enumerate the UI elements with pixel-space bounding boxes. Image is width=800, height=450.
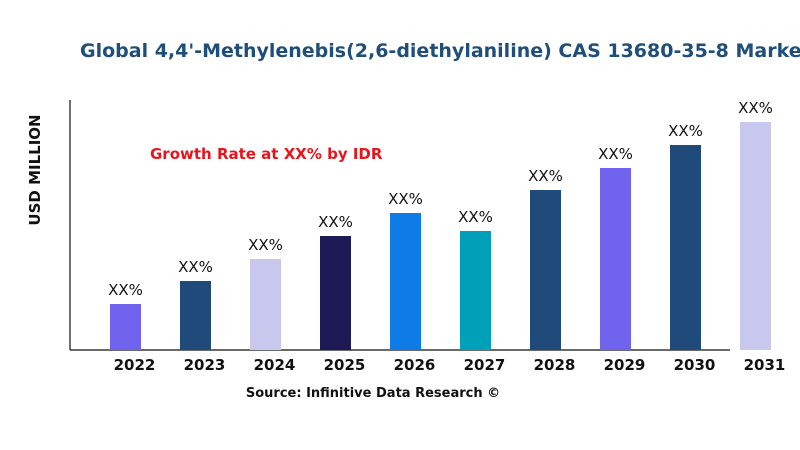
growth-rate-annotation: Growth Rate at XX% by IDR	[150, 145, 383, 163]
bar-2029	[600, 168, 631, 350]
data-label-2029: XX%	[598, 145, 633, 163]
data-label-2028: XX%	[528, 167, 563, 185]
data-label-2025: XX%	[318, 213, 353, 231]
data-label-2023: XX%	[178, 258, 213, 276]
x-tick-2024: 2024	[254, 356, 296, 374]
x-tick-2029: 2029	[604, 356, 646, 374]
bar-2028	[530, 190, 561, 350]
data-label-2022: XX%	[108, 281, 143, 299]
bar-2025	[320, 236, 351, 350]
chart-title: Global 4,4'-Methylenebis(2,6-diethylanil…	[80, 40, 800, 62]
data-label-2031: XX%	[738, 99, 773, 117]
x-tick-2030: 2030	[674, 356, 716, 374]
data-label-2030: XX%	[668, 122, 703, 140]
x-tick-2022: 2022	[114, 356, 156, 374]
x-tick-2031: 2031	[744, 356, 786, 374]
data-label-2027: XX%	[458, 208, 493, 226]
source-note: Source: Infinitive Data Research ©	[245, 386, 501, 401]
bar-2031	[740, 122, 771, 350]
x-tick-2025: 2025	[324, 356, 366, 374]
x-tick-2028: 2028	[534, 356, 576, 374]
bar-2022	[110, 304, 141, 350]
bar-2026	[390, 213, 421, 350]
data-label-2024: XX%	[248, 236, 283, 254]
bar-2030	[670, 145, 701, 350]
data-label-2026: XX%	[388, 190, 423, 208]
bar-2024	[250, 259, 281, 350]
bar-2027	[460, 231, 491, 350]
bar-2023	[180, 281, 211, 350]
x-tick-2023: 2023	[184, 356, 226, 374]
x-tick-2027: 2027	[464, 356, 506, 374]
x-tick-2026: 2026	[394, 356, 436, 374]
